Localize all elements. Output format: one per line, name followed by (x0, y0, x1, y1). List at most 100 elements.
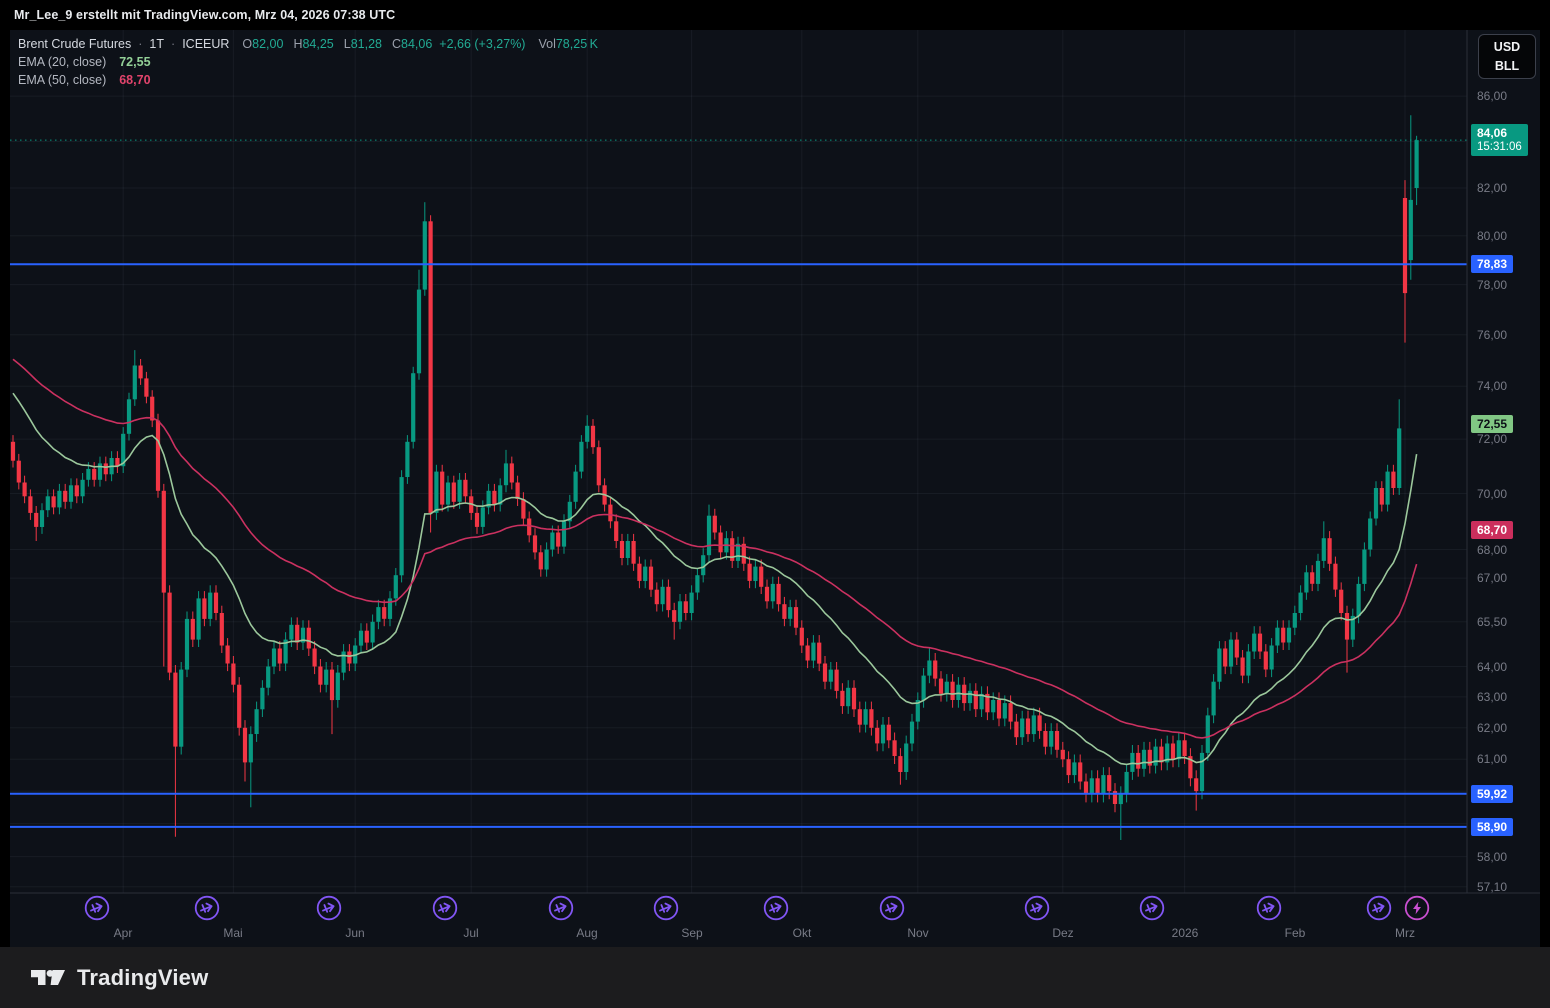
candle[interactable] (991, 700, 996, 713)
candle[interactable] (1014, 721, 1019, 738)
candle[interactable] (271, 648, 277, 667)
contract-rollover-icon[interactable] (1138, 894, 1166, 922)
candle[interactable] (231, 663, 236, 685)
candle[interactable] (805, 645, 810, 661)
candle[interactable] (1107, 775, 1112, 792)
candle[interactable] (34, 512, 39, 527)
candle[interactable] (666, 586, 671, 611)
candle[interactable] (277, 648, 282, 664)
candle[interactable] (1008, 703, 1013, 722)
candle[interactable] (150, 396, 155, 421)
candle[interactable] (1240, 657, 1245, 676)
candle[interactable] (22, 482, 27, 497)
candle[interactable] (213, 592, 219, 613)
ema20-legend-row[interactable]: EMA (20, close) 72,55 (18, 53, 598, 70)
candle[interactable] (521, 499, 526, 519)
candle[interactable] (144, 378, 149, 397)
candle[interactable] (411, 373, 416, 442)
candle[interactable] (155, 420, 161, 491)
candle[interactable] (1124, 771, 1129, 795)
candle[interactable] (254, 709, 259, 734)
contract-rollover-icon[interactable] (1365, 894, 1393, 922)
candle[interactable] (399, 477, 404, 576)
candle[interactable] (637, 563, 642, 581)
candle[interactable] (335, 672, 340, 700)
candle[interactable] (1089, 778, 1094, 795)
candle[interactable] (648, 566, 654, 590)
candle[interactable] (1182, 740, 1187, 756)
candle[interactable] (45, 496, 50, 511)
candle[interactable] (1049, 731, 1054, 747)
candle[interactable] (1031, 715, 1036, 735)
candle[interactable] (857, 709, 862, 725)
candle[interactable] (283, 639, 288, 664)
candle[interactable] (1199, 752, 1205, 792)
candle[interactable] (474, 512, 480, 527)
candle[interactable] (1176, 740, 1181, 760)
candle[interactable] (1002, 703, 1007, 719)
candle[interactable] (1385, 471, 1390, 505)
contract-rollover-icon[interactable] (652, 894, 680, 922)
candle[interactable] (706, 515, 712, 556)
candle[interactable] (1083, 781, 1089, 795)
candle[interactable] (1037, 715, 1042, 731)
candle[interactable] (1350, 615, 1355, 640)
candle[interactable] (422, 221, 427, 290)
candle[interactable] (208, 592, 213, 619)
candle[interactable] (190, 618, 195, 640)
candle[interactable] (480, 507, 485, 527)
candle[interactable] (68, 485, 74, 502)
candle[interactable] (585, 425, 590, 442)
contract-rollover-icon[interactable] (1023, 894, 1051, 922)
interval-label[interactable]: 1T (149, 36, 165, 51)
candle[interactable] (1356, 583, 1361, 616)
unit-button-bll[interactable]: BLL (1494, 58, 1520, 73)
candle[interactable] (1020, 718, 1025, 738)
currency-button-usd[interactable]: USD (1493, 40, 1521, 54)
candle[interactable] (851, 687, 857, 710)
candle[interactable] (1281, 627, 1286, 643)
symbol-legend-row[interactable]: Brent Crude Futures · 1T · ICEEUR O82,00… (18, 35, 598, 52)
candle[interactable] (973, 690, 978, 710)
candle[interactable] (1368, 518, 1373, 550)
candle[interactable] (1043, 731, 1048, 747)
candle[interactable] (440, 471, 445, 505)
candle[interactable] (550, 532, 555, 550)
candle[interactable] (219, 613, 224, 646)
candle[interactable] (318, 666, 323, 685)
candle[interactable] (811, 642, 816, 661)
candle[interactable] (799, 627, 804, 646)
candle[interactable] (1321, 538, 1326, 561)
tradingview-logo[interactable]: TradingView (30, 965, 208, 991)
candle[interactable] (1066, 759, 1071, 776)
candle[interactable] (1379, 488, 1384, 505)
candle[interactable] (822, 663, 828, 682)
candle[interactable] (608, 504, 613, 522)
candle[interactable] (753, 566, 758, 581)
candle[interactable] (28, 496, 33, 513)
candle[interactable] (770, 583, 775, 602)
candle[interactable] (1153, 746, 1158, 766)
candle[interactable] (16, 460, 21, 483)
candle[interactable] (718, 532, 723, 553)
candle[interactable] (173, 672, 178, 747)
candle[interactable] (393, 575, 398, 599)
candle[interactable] (179, 669, 184, 747)
candle[interactable] (631, 541, 636, 564)
candle[interactable] (1101, 775, 1106, 795)
candle[interactable] (503, 463, 509, 486)
candle[interactable] (921, 675, 926, 700)
candle[interactable] (295, 624, 300, 643)
candle[interactable] (167, 592, 172, 673)
candle[interactable] (260, 687, 265, 710)
candle[interactable] (776, 583, 781, 605)
candle[interactable] (996, 700, 1002, 719)
candle[interactable] (1286, 627, 1292, 643)
candle[interactable] (567, 501, 572, 522)
candle[interactable] (532, 535, 538, 553)
candle[interactable] (1228, 639, 1234, 667)
candle[interactable] (405, 441, 410, 477)
candle[interactable] (544, 549, 549, 570)
candle[interactable] (933, 660, 938, 679)
